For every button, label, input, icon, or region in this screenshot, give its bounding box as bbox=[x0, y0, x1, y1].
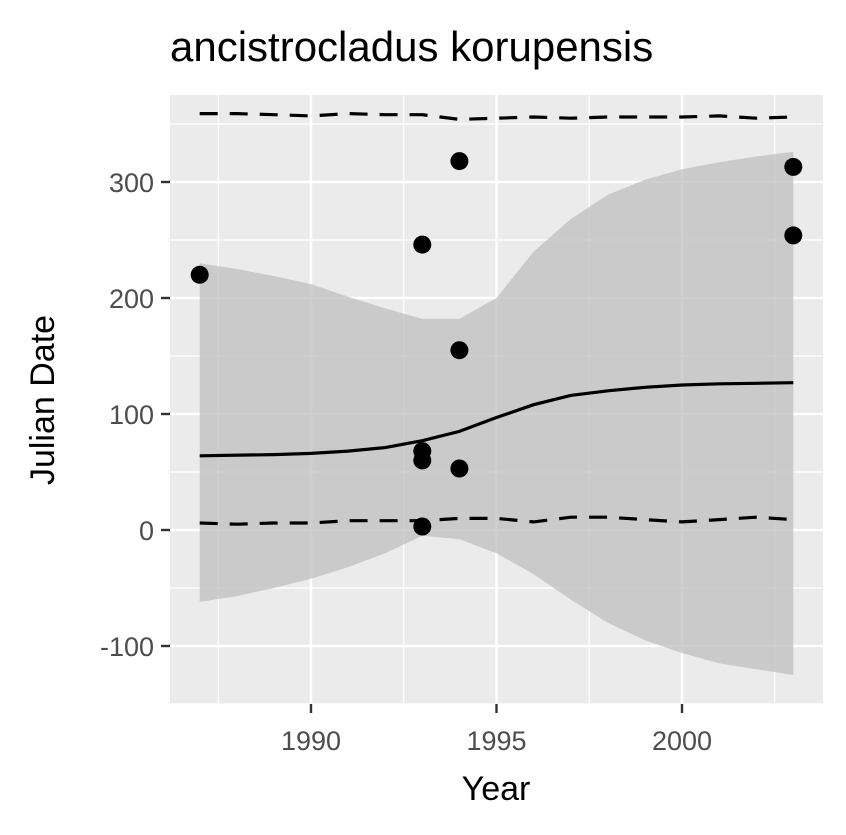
data-point bbox=[190, 265, 209, 284]
y-tick-label: 100 bbox=[109, 400, 154, 430]
confidence-ribbon bbox=[199, 151, 794, 676]
x-tick-label: 1995 bbox=[466, 726, 526, 756]
y-tick-label: -100 bbox=[100, 632, 154, 662]
fit-line bbox=[199, 381, 794, 458]
data-point bbox=[450, 152, 469, 171]
data-point bbox=[413, 235, 432, 254]
data-point bbox=[413, 451, 432, 470]
data-point bbox=[784, 157, 803, 176]
data-point bbox=[450, 459, 469, 478]
y-axis-ticks: -100 0 100 200 300 bbox=[100, 168, 170, 662]
x-tick-label: 1990 bbox=[281, 726, 341, 756]
data-points bbox=[190, 152, 803, 536]
data-point bbox=[784, 226, 803, 245]
y-axis-title: Julian Date bbox=[24, 315, 62, 485]
chart-title: ancistrocladus korupensis bbox=[170, 23, 653, 70]
x-axis-title: Year bbox=[462, 770, 531, 808]
data-point bbox=[450, 341, 469, 360]
y-tick-label: 300 bbox=[109, 168, 154, 198]
x-tick-label: 2000 bbox=[652, 726, 712, 756]
y-tick-label: 0 bbox=[139, 516, 154, 546]
upper-dashed-line bbox=[199, 111, 794, 122]
lower-dashed-line bbox=[199, 515, 794, 526]
y-tick-label: 200 bbox=[109, 284, 154, 314]
data-point bbox=[413, 517, 432, 536]
x-axis-ticks: 1990 1995 2000 bbox=[281, 704, 712, 756]
